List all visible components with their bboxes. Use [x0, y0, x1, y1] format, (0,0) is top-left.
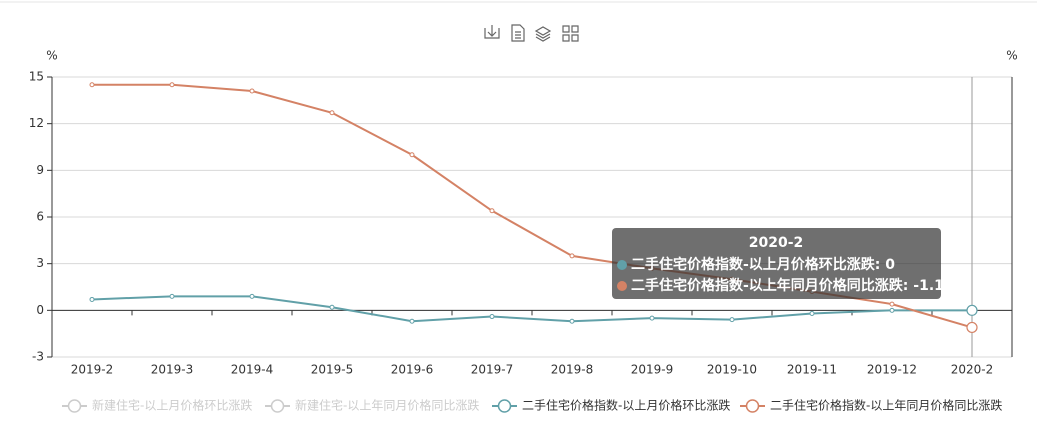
data-point	[249, 88, 255, 94]
x-tick-label: 2019-3	[151, 363, 194, 377]
data-point	[89, 82, 95, 88]
y2-unit: %	[1006, 49, 1017, 63]
legend-item[interactable]: 二手住宅价格指数-以上年同月价格同比涨跌	[740, 398, 1002, 413]
legend-symbol	[270, 399, 285, 413]
y-tick-label: -3	[32, 350, 44, 364]
data-point	[489, 314, 495, 320]
restore-icon[interactable]	[562, 25, 579, 42]
data-point	[569, 318, 575, 324]
data-point	[966, 304, 978, 316]
x-tick-label: 2019-11	[787, 363, 837, 377]
data-point	[889, 307, 895, 313]
data-point	[966, 321, 978, 334]
y-tick-label: 3	[36, 256, 44, 270]
data-point	[249, 293, 255, 299]
y-tick-label: 12	[29, 116, 44, 130]
data-point	[329, 110, 335, 116]
y-tick-label: 6	[36, 210, 44, 224]
y-tick-label: 9	[36, 163, 44, 177]
tooltip: 2020-2 二手住宅价格指数-以上月价格环比涨跌: 0 二手住宅价格指数-以上年同…	[612, 228, 944, 299]
x-tick-label: 2019-7	[471, 363, 514, 377]
x-tick-label: 2019-6	[391, 363, 434, 377]
series-line	[91, 295, 972, 323]
legend-symbol	[497, 399, 512, 413]
x-tick-label: 2019-10	[707, 363, 757, 377]
data-view-icon[interactable]	[511, 24, 525, 42]
legend-symbol	[67, 399, 82, 413]
x-tick-label: 2019-5	[311, 363, 354, 377]
stack-icon[interactable]	[534, 26, 552, 42]
legend-label: 二手住宅价格指数-以上年同月价格同比涨跌	[770, 398, 1002, 413]
legend-label: 新建住宅-以上月价格环比涨跌	[92, 398, 252, 413]
x-tick-label: 2019-8	[551, 363, 594, 377]
legend-item[interactable]: 二手住宅价格指数-以上月价格环比涨跌	[492, 398, 730, 413]
data-point	[409, 152, 415, 158]
data-point	[729, 317, 735, 323]
tooltip-title: 2020-2	[749, 235, 804, 251]
data-point	[329, 304, 335, 310]
data-point	[809, 310, 815, 316]
tooltip-box	[612, 228, 941, 299]
y-unit: %	[46, 49, 57, 63]
save-icon[interactable]	[484, 25, 500, 39]
data-point	[889, 301, 895, 307]
data-point	[89, 296, 95, 302]
legend-label: 新建住宅-以上年同月价格同比涨跌	[295, 398, 479, 413]
y-tick-label: 0	[36, 303, 44, 317]
tooltip-dot	[617, 281, 627, 291]
x-tick-label: 2020-2	[951, 363, 994, 377]
legend-symbol	[745, 399, 760, 413]
x-tick-label: 2019-12	[867, 363, 917, 377]
x-tick-label: 2019-9	[631, 363, 674, 377]
y-tick-label: 15	[29, 70, 44, 84]
data-point	[569, 253, 575, 259]
legend-item[interactable]: 新建住宅-以上年同月价格同比涨跌	[265, 398, 479, 413]
data-point	[409, 318, 415, 324]
x-tick-label: 2019-4	[231, 363, 274, 377]
tooltip-line: 二手住宅价格指数-以上月价格环比涨跌: 0	[631, 256, 895, 273]
legend-label: 二手住宅价格指数-以上月价格环比涨跌	[522, 398, 730, 413]
tooltip-line: 二手住宅价格指数-以上年同月价格同比涨跌: -1.1	[631, 277, 944, 294]
data-point	[649, 315, 655, 321]
x-tick-label: 2019-2	[71, 363, 114, 377]
toolbox[interactable]	[484, 24, 579, 42]
legend-item[interactable]: 新建住宅-以上月价格环比涨跌	[62, 398, 252, 413]
data-point	[169, 293, 175, 299]
tooltip-dot	[617, 260, 627, 270]
data-point	[169, 82, 175, 88]
data-point	[489, 208, 495, 214]
